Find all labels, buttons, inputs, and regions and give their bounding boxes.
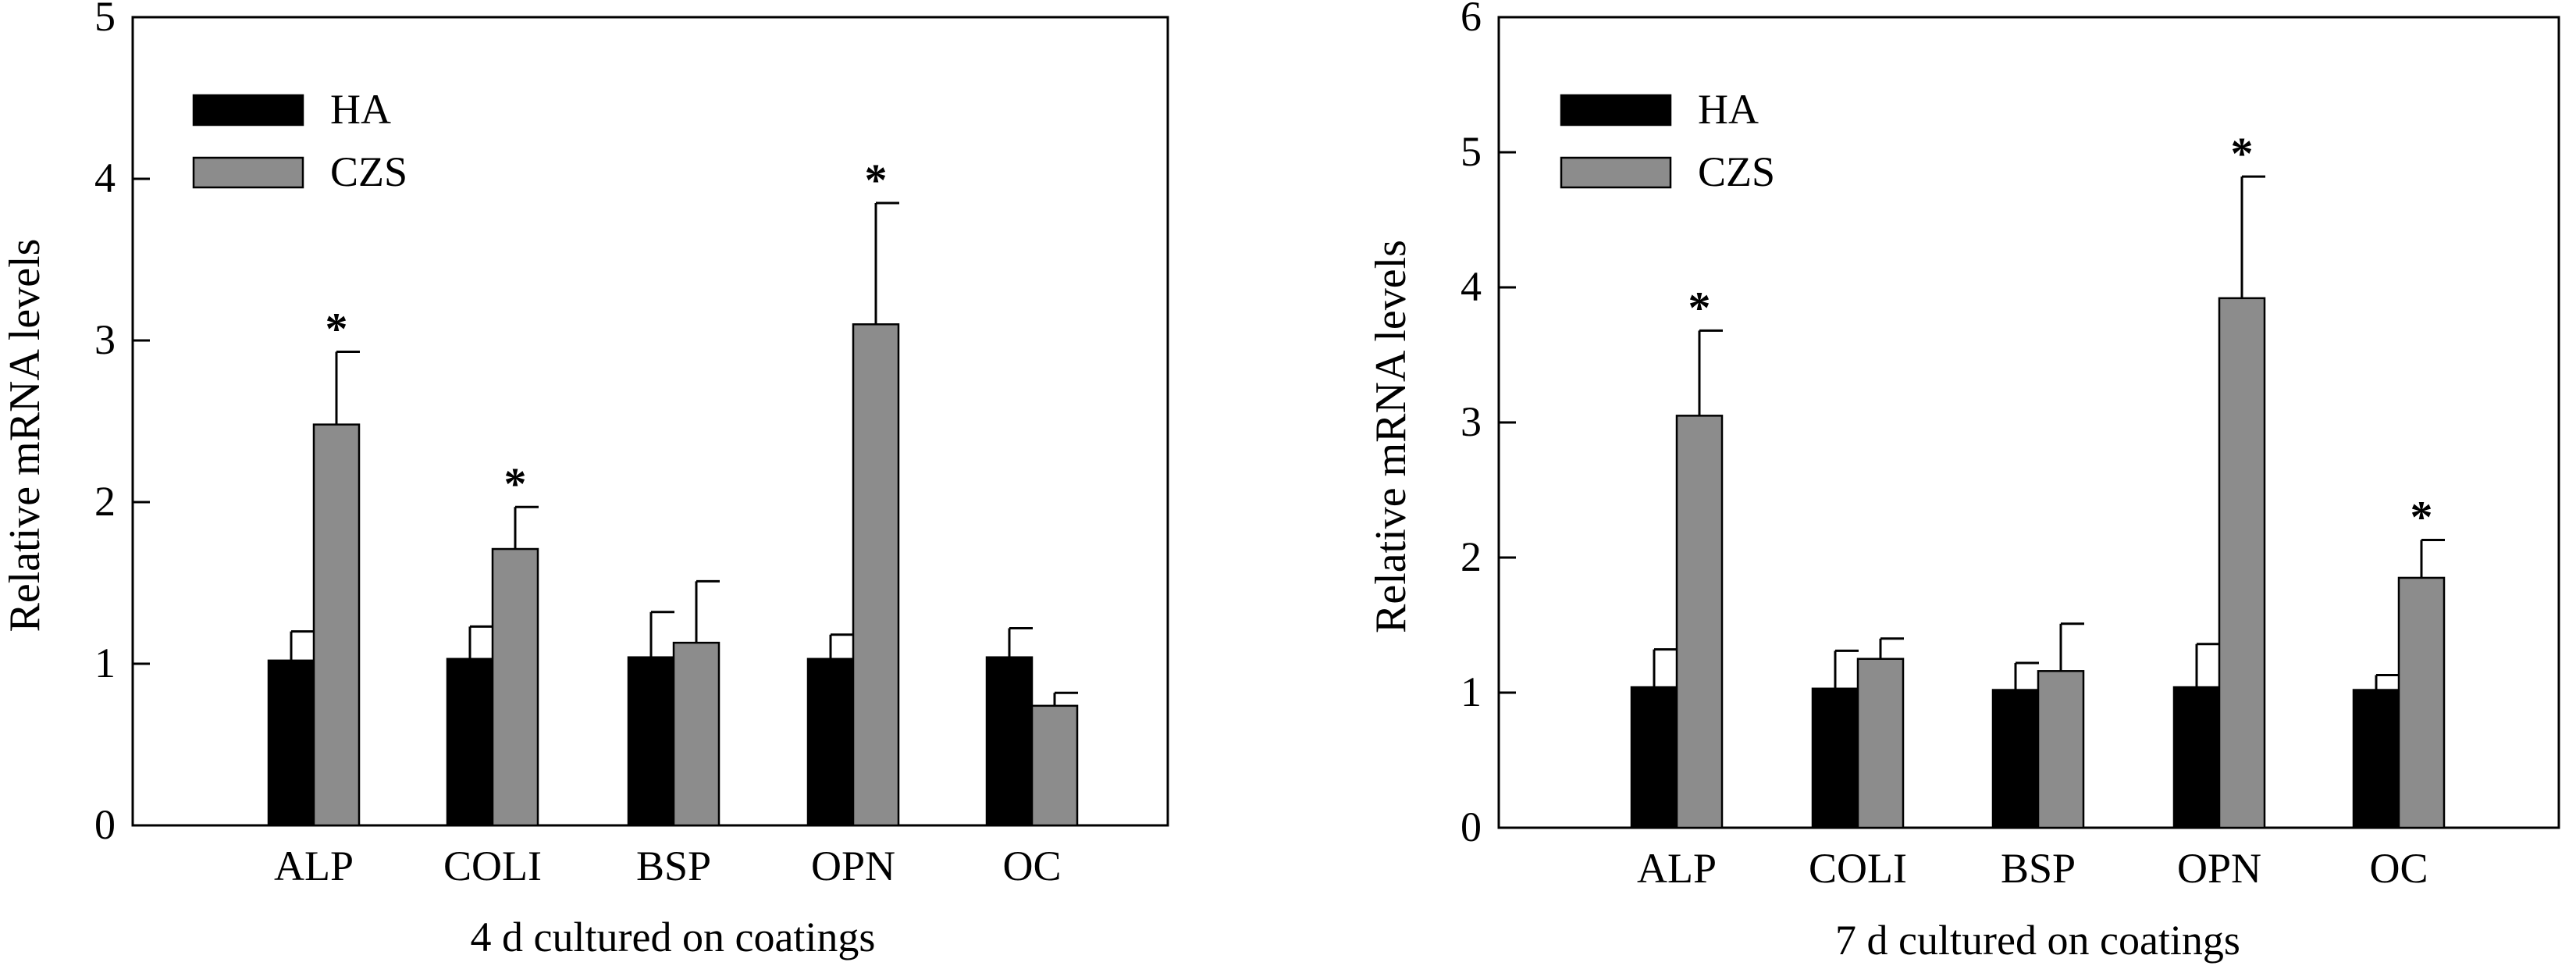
y-tick-label: 5 [94, 0, 116, 40]
bar-czs-opn [2218, 297, 2266, 829]
legend-swatch-ha [192, 94, 304, 127]
x-axis-title: 7 d cultured on coatings [1835, 917, 2240, 964]
x-tick-label: ALP [274, 843, 354, 889]
x-axis-title: 4 d cultured on coatings [471, 914, 876, 960]
bar-ha-oc [2352, 689, 2400, 829]
bar-czs-coli [1856, 657, 1905, 829]
x-tick-label: COLI [1809, 845, 1907, 892]
y-tick-label: 2 [94, 478, 116, 525]
x-tick-label: BSP [2001, 845, 2076, 892]
bar-czs-oc [1030, 704, 1079, 827]
x-tick-label: OPN [2177, 845, 2261, 892]
y-tick-label: 6 [1461, 0, 1482, 40]
significance-star: * [2411, 492, 2433, 543]
significance-star: * [504, 458, 527, 509]
significance-star: * [1688, 282, 1711, 333]
y-tick-label: 4 [1461, 263, 1482, 310]
x-tick-label: OPN [811, 843, 895, 889]
bar-czs-bsp [2037, 670, 2085, 829]
bar-czs-alp [312, 423, 361, 827]
bar-ha-bsp [1991, 689, 2040, 829]
y-tick-label: 0 [94, 801, 116, 848]
bar-ha-bsp [627, 656, 675, 827]
bar-czs-bsp [672, 641, 720, 827]
legend-label-czs: CZS [330, 148, 407, 195]
y-tick-label: 5 [1461, 128, 1482, 175]
y-tick-label: 0 [1461, 804, 1482, 850]
y-axis-title: Relative mRNA levels [1, 239, 49, 633]
bar-ha-alp [1630, 686, 1678, 829]
bar-czs-opn [852, 323, 900, 827]
legend-swatch-czs [192, 156, 304, 189]
legend-swatch-czs [1560, 156, 1672, 189]
y-tick-label: 2 [1461, 533, 1482, 580]
legend-label-ha: HA [1698, 86, 1759, 133]
significance-star: * [326, 303, 348, 354]
x-tick-label: OC [2369, 845, 2428, 892]
bar-ha-opn [2172, 686, 2221, 829]
bar-czs-alp [1675, 415, 1724, 829]
x-tick-label: OC [1002, 843, 1061, 889]
chart-7d: 0 1 2 3 4 5 6 ALP COLI BSP OPN OC * * * HA CZS Relative m… [1367, 0, 2560, 964]
bar-czs-coli [491, 547, 539, 827]
bar-ha-coli [446, 657, 494, 827]
x-tick-label: ALP [1637, 845, 1717, 892]
bar-ha-coli [1811, 687, 1859, 829]
bar-czs-oc [2397, 576, 2446, 829]
y-tick-label: 3 [1461, 398, 1482, 445]
x-tick-label: BSP [636, 843, 711, 889]
significance-star: * [2231, 128, 2254, 179]
chart-4d: 0 1 2 3 4 5 ALP COLI BSP OPN OC * * * HA CZS Relative mR… [1, 0, 1169, 960]
significance-star: * [865, 155, 888, 205]
y-tick-label: 4 [94, 155, 116, 201]
legend-label-czs: CZS [1698, 148, 1775, 195]
legend-label-ha: HA [330, 86, 391, 133]
x-tick-label: COLI [443, 843, 542, 889]
y-tick-label: 1 [1461, 668, 1482, 715]
y-tick-label: 1 [94, 640, 116, 686]
bar-ha-opn [806, 657, 855, 827]
y-axis-title: Relative mRNA levels [1367, 240, 1415, 633]
bar-ha-oc [985, 656, 1034, 827]
legend-swatch-ha [1560, 94, 1672, 127]
y-tick-label: 3 [94, 316, 116, 363]
bar-ha-alp [267, 659, 315, 827]
